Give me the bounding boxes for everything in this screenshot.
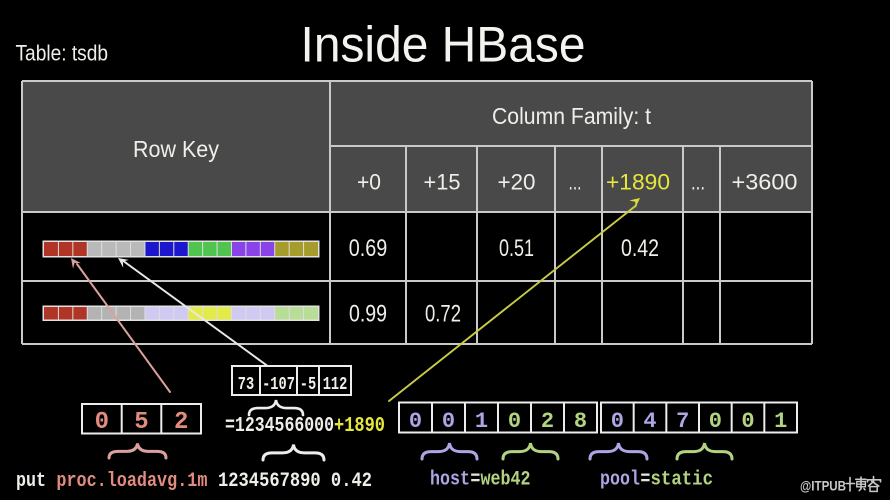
svg-text:0: 0 [95, 409, 109, 436]
svg-text:-107: -107 [262, 375, 295, 395]
svg-text:0: 0 [709, 409, 722, 434]
svg-text:112: 112 [323, 375, 348, 395]
svg-text:@ITPUB: @ITPUB [800, 478, 846, 494]
svg-text:+15: +15 [424, 169, 461, 194]
svg-text:=: = [470, 469, 480, 492]
svg-text:0.99: 0.99 [349, 300, 387, 327]
svg-text:static: static [651, 469, 714, 492]
svg-text:-5: -5 [300, 375, 316, 395]
svg-text:pool: pool [600, 469, 640, 492]
svg-text:0: 0 [409, 409, 422, 434]
svg-text:+20: +20 [498, 169, 536, 194]
svg-text:73: 73 [238, 375, 254, 395]
svg-text:web42: web42 [481, 469, 531, 492]
svg-text:1: 1 [774, 409, 787, 434]
svg-text:proc.loadavg.1m: proc.loadavg.1m [56, 470, 207, 493]
svg-text:+1890: +1890 [334, 415, 385, 438]
svg-text:host: host [430, 469, 470, 492]
svg-text:0.69: 0.69 [349, 235, 388, 262]
svg-text:+3600: +3600 [732, 169, 798, 194]
svg-text:5: 5 [134, 409, 148, 436]
svg-text:=: = [640, 469, 650, 492]
svg-text:Row Key: Row Key [133, 136, 219, 162]
svg-text:Column Family: t: Column Family: t [492, 103, 652, 129]
svg-text:0: 0 [741, 409, 754, 434]
svg-text:=1234566000: =1234566000 [225, 415, 334, 438]
svg-text:0.51: 0.51 [499, 235, 534, 262]
svg-text:Inside HBase: Inside HBase [301, 17, 586, 73]
svg-text:0.42: 0.42 [621, 235, 659, 262]
svg-text:Table: tsdb: Table: tsdb [16, 41, 109, 66]
svg-text:0: 0 [442, 409, 455, 434]
svg-text:7: 7 [676, 409, 689, 434]
svg-text:1: 1 [475, 409, 488, 434]
svg-text:put: put [16, 470, 46, 493]
svg-text:0: 0 [611, 409, 624, 434]
svg-text:0.72: 0.72 [425, 300, 461, 327]
svg-text:...: ... [569, 169, 582, 194]
svg-text:1234567890 0.42: 1234567890 0.42 [218, 470, 372, 493]
svg-text:2: 2 [541, 409, 554, 434]
svg-text:0: 0 [508, 409, 521, 434]
svg-text:+0: +0 [357, 169, 381, 194]
svg-text:4: 4 [643, 409, 656, 434]
svg-text:+1890: +1890 [606, 169, 670, 194]
svg-text:...: ... [691, 169, 705, 194]
svg-text:2: 2 [174, 409, 188, 436]
svg-text:8: 8 [574, 409, 587, 434]
